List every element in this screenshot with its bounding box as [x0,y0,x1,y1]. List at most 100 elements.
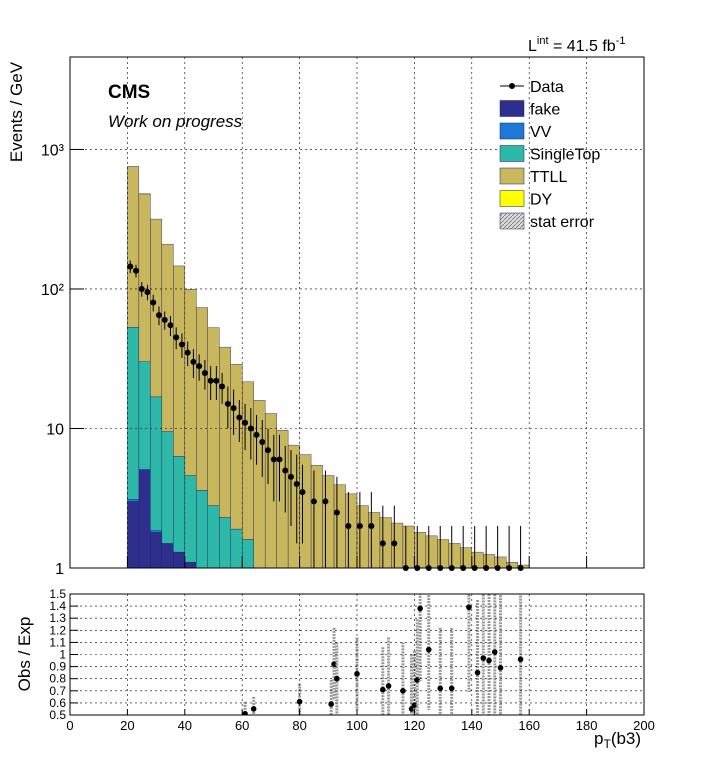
hist-bar [322,475,335,568]
x-tick-label: 40 [178,718,192,733]
data-point [173,334,180,341]
data-point [230,405,237,412]
hist-bar [127,499,140,502]
data-point [425,565,432,571]
hist-bar [287,444,300,568]
x-tick-label: 60 [235,718,249,733]
x-tick-label: 140 [461,718,483,733]
hist-bar [230,528,243,568]
hist-bar [127,501,140,568]
data-point [379,540,386,547]
data-point [402,565,409,571]
hist-bar [127,327,140,500]
legend-marker [509,83,515,89]
ratio-point [380,686,386,693]
x-tick-label: 160 [518,718,540,733]
ratio-point [331,661,337,667]
x-title-sub: T [603,737,611,751]
y-tick-label: 0.8 [49,672,66,686]
data-point [506,565,513,571]
ratio-point [491,649,498,655]
data-point [242,419,249,426]
x-tick-label: 100 [346,718,368,733]
y-axis-title: Events / GeV [7,61,26,162]
legend-label: fake [530,102,560,119]
data-point [282,467,289,474]
ratio-point [448,685,455,692]
legend-swatch [499,122,525,140]
hist-bar [173,456,186,553]
y-tick-label: 10 [46,421,64,438]
hist-bar [241,381,254,540]
ratio-point [480,655,487,661]
data-point [150,299,157,306]
hist-bar [207,505,220,568]
ratio-point [486,657,492,664]
data-point [437,565,444,571]
legend-swatch [499,190,525,207]
data-point [190,358,197,365]
hist-bar [368,512,381,568]
data-point [127,263,134,270]
data-point [219,383,226,390]
ratio-point [354,671,360,677]
hist-bar [356,505,369,568]
data-point [460,565,467,571]
legend-label: VV [530,124,552,141]
hist-bar [241,539,254,568]
hist-bar [196,490,208,568]
hist-bar [276,430,289,568]
x-title-text: (b3) [611,729,641,748]
legend-label: TTLL [530,169,567,186]
ratio-point [425,646,432,653]
hist-bar [333,484,346,568]
lumi-sup2: -1 [616,35,626,47]
data-point [196,363,203,370]
data-point [161,316,168,323]
y-tick-label: 0.5 [49,708,66,722]
hist-bar [230,363,243,530]
data-point [133,267,140,274]
data-point [178,341,185,348]
hist-bar [150,396,163,531]
y-tick-label: 0.6 [49,696,66,710]
hist-bar [161,243,174,432]
data-point [247,425,254,432]
data-point [299,489,306,496]
y-tick-label: 10² [41,282,65,299]
plot-area [127,166,530,568]
data-point [224,400,231,407]
lumi-base: L [528,38,537,55]
lumi-text: = 41.5 fb [549,38,616,55]
data-point [167,322,174,329]
ratio-point [328,701,334,707]
hist-bar [138,470,151,568]
ratio-area [242,594,524,715]
data-point [253,431,260,438]
hist-bar [517,564,530,568]
data-point [207,377,214,384]
data-point [322,498,329,505]
x-tick-label: 120 [404,718,426,733]
legend-label: Data [530,79,564,96]
hist-bar [345,493,358,568]
legend-swatch [499,145,525,162]
ratio-point [250,706,257,712]
data-point [287,473,294,480]
hist-bar [173,551,186,568]
ratio-point [517,656,524,663]
data-point [310,498,317,505]
data-point [345,523,352,530]
x-tick-label: 0 [66,718,73,733]
data-point [138,285,145,292]
hist-bar [391,522,404,568]
data-point [270,456,277,463]
y-tick-label: 0.9 [49,660,66,674]
ratio-point [466,604,472,611]
data-point [259,439,266,446]
x-axis-title: pT(b3) [594,729,641,751]
data-point [471,565,478,571]
y-tick-label: 1.2 [49,623,66,637]
ratio-point [437,685,444,692]
lumi: Lint = 41.5 fb-1 [528,35,625,55]
